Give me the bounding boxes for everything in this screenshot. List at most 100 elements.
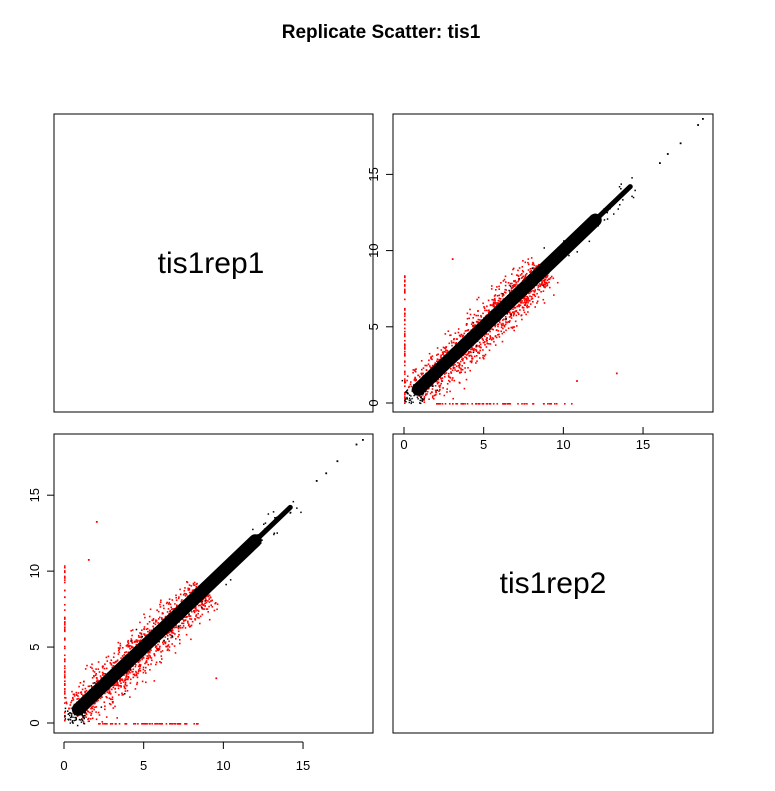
scatter-point	[123, 687, 126, 689]
scatter-point	[404, 380, 406, 382]
scatter-point	[513, 326, 515, 328]
scatter-point	[147, 657, 150, 660]
scatter-point	[451, 379, 453, 381]
scatter-point	[64, 658, 66, 660]
scatter-point	[109, 691, 111, 693]
scatter-point	[209, 596, 212, 598]
scatter-point	[431, 384, 434, 386]
scatter-point	[210, 600, 212, 602]
scatter-point	[261, 532, 263, 534]
scatter-point	[444, 373, 446, 375]
scatter-point	[160, 599, 162, 602]
scatter-point	[412, 369, 415, 371]
scatter-point	[413, 394, 415, 397]
scatter-point	[76, 724, 79, 727]
scatter-point	[542, 269, 544, 271]
scatter-point	[87, 710, 89, 712]
scatter-point	[526, 304, 529, 306]
scatter-point	[603, 219, 606, 221]
scatter-point	[122, 681, 125, 683]
scatter-point	[421, 398, 423, 400]
scatter-point	[406, 391, 408, 394]
scatter-point	[179, 624, 182, 627]
scatter-point	[512, 326, 514, 328]
scatter-point	[439, 388, 441, 391]
scatter-point	[120, 685, 122, 687]
scatter-point	[514, 310, 517, 313]
scatter-point	[139, 632, 141, 634]
concordant-band-tail	[592, 184, 633, 223]
scatter-point	[451, 342, 453, 344]
scatter-point	[480, 346, 482, 349]
scatter-point	[460, 371, 462, 373]
scatter-point	[208, 618, 211, 621]
scatter-point	[421, 393, 423, 396]
scatter-point	[91, 717, 94, 720]
scatter-point	[498, 294, 501, 297]
scatter-point	[430, 356, 432, 359]
scatter-point	[68, 718, 70, 720]
scatter-point	[483, 357, 485, 360]
scatter-point	[447, 375, 450, 377]
scatter-point	[409, 383, 412, 386]
scatter-point	[442, 387, 444, 389]
scatter-point	[89, 666, 92, 668]
scatter-point	[185, 593, 188, 596]
scatter-point	[125, 645, 128, 647]
scatter-point	[502, 294, 504, 296]
scatter-point	[455, 342, 457, 344]
scatter-point	[156, 632, 158, 635]
scatter-point	[210, 582, 212, 584]
scatter-point	[174, 723, 177, 725]
scatter-point	[468, 317, 470, 320]
scatter-point	[92, 682, 94, 685]
upper-right-x-tick-label: 0	[400, 437, 407, 452]
lower-left-y-tick-label: 5	[27, 643, 42, 650]
scatter-point	[494, 294, 497, 296]
scatter-point	[571, 241, 573, 243]
scatter-point	[519, 304, 522, 307]
scatter-point	[96, 700, 98, 703]
scatter-point	[145, 660, 148, 662]
scatter-point	[485, 327, 487, 329]
scatter-point	[71, 715, 73, 717]
scatter-point	[517, 275, 520, 277]
scatter-point	[436, 360, 438, 362]
scatter-point	[516, 325, 518, 327]
scatter-point	[296, 507, 298, 509]
scatter-point	[420, 395, 423, 398]
scatter-point	[189, 618, 191, 620]
scatter-point	[184, 587, 186, 589]
scatter-point	[154, 623, 157, 626]
scatter-point	[544, 286, 546, 289]
scatter-point	[524, 275, 527, 277]
scatter-point	[517, 280, 519, 283]
scatter-point	[109, 675, 111, 678]
scatter-point	[461, 343, 464, 345]
scatter-point	[475, 355, 478, 357]
scatter-point	[118, 651, 121, 654]
scatter-point	[498, 297, 501, 300]
scatter-point	[64, 665, 66, 667]
scatter-point	[631, 177, 633, 179]
scatter-point	[182, 594, 185, 596]
scatter-point	[146, 723, 148, 725]
scatter-point	[504, 275, 507, 278]
scatter-point	[124, 678, 126, 680]
scatter-point	[500, 292, 503, 295]
scatter-point	[492, 403, 495, 405]
scatter-point	[196, 609, 199, 612]
upper-right-y-tick-label: 15	[366, 167, 381, 181]
scatter-point	[190, 618, 193, 620]
scatter-point	[426, 390, 429, 393]
scatter-point	[486, 337, 488, 339]
scatter-point	[130, 678, 132, 681]
scatter-point	[172, 629, 174, 632]
scatter-point	[76, 715, 79, 717]
scatter-point	[90, 714, 92, 716]
scatter-point	[449, 390, 451, 393]
scatter-point	[628, 187, 630, 189]
scatter-point	[406, 396, 408, 399]
scatter-point	[485, 338, 487, 341]
scatter-point	[488, 343, 490, 345]
